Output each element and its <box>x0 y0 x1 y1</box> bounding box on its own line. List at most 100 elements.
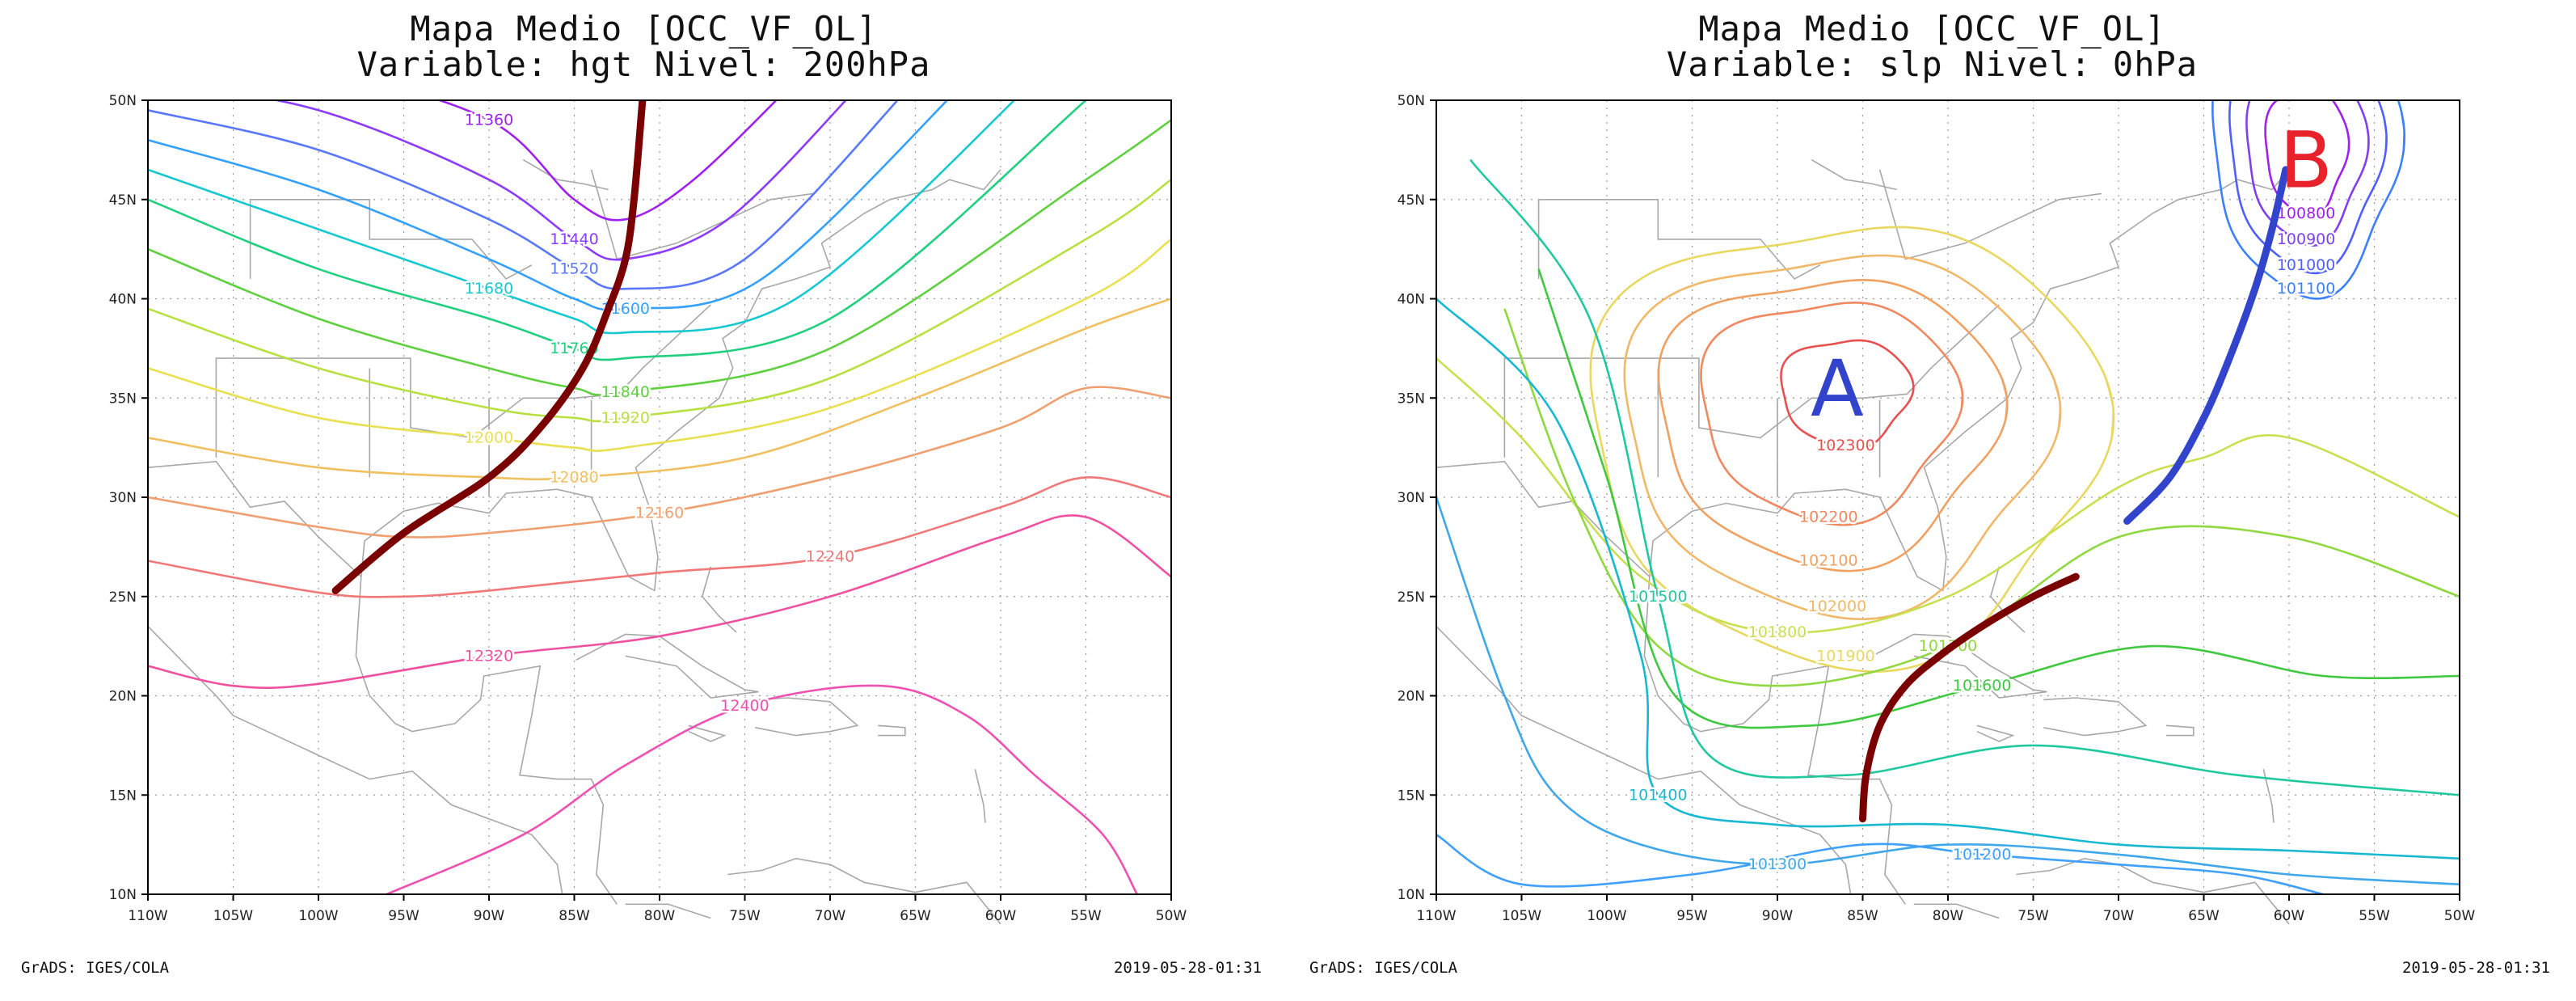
y-tick-label: 50N <box>1398 93 1425 109</box>
contour-12240 <box>148 476 1171 598</box>
y-tick-label: 10N <box>1398 887 1425 903</box>
contour-label-101800: 101800 <box>1748 623 1807 641</box>
footer-software: GrADS: IGES/COLA <box>21 959 170 977</box>
contour-101800 <box>1436 357 2460 634</box>
contour-100800 <box>2264 100 2350 219</box>
y-tick-label: 25N <box>109 589 137 606</box>
contour-lines <box>148 100 1171 894</box>
grid-lines <box>148 100 1171 894</box>
y-tick-label: 10N <box>109 887 137 903</box>
contour-label-102200: 102200 <box>1799 509 1858 526</box>
map-subtitle: Variable: slp Nivel: 0hPa <box>1666 44 2199 84</box>
contour-label-101600: 101600 <box>1953 677 2012 695</box>
coastlines <box>147 158 1001 925</box>
contour-12000 <box>148 238 1171 453</box>
x-tick-label: 65W <box>2188 908 2220 924</box>
contour-label-11440: 11440 <box>550 230 598 248</box>
y-tick-label: 20N <box>109 689 137 705</box>
axis-ticks: 110W 105W 100W 95W 90W 85W 80W 75W 70W 65W 60W 55W 5… <box>109 93 1187 924</box>
x-tick-label: 100W <box>298 908 338 924</box>
contour-labels: 1023001022001021001020001019001018001017… <box>1627 202 2338 875</box>
y-tick-label: 35N <box>1398 391 1425 407</box>
contour-11600 <box>148 100 949 311</box>
coastline <box>701 566 737 633</box>
contour-label-102300: 102300 <box>1816 437 1875 454</box>
contour-label-100900: 100900 <box>2277 230 2336 248</box>
contour-101000 <box>2228 100 2388 275</box>
x-tick-label: 50W <box>2444 908 2476 924</box>
y-tick-label: 15N <box>109 788 137 804</box>
coastline <box>249 199 533 280</box>
map-panel-hgt-200hpa: Mapa Medio [OCC_VF_OL] Variable: hgt Niv… <box>21 11 1262 978</box>
contour-label-101200: 101200 <box>1953 846 2012 864</box>
contour-101900 <box>1589 226 2115 673</box>
contour-label-101900: 101900 <box>1816 647 1875 665</box>
coastline <box>1436 169 2290 592</box>
contour-label-101300: 101300 <box>1748 855 1807 873</box>
contour-102100 <box>1657 279 2009 572</box>
x-tick-label: 110W <box>128 908 167 924</box>
contour-label-101000: 101000 <box>2277 256 2336 274</box>
coastline <box>147 626 563 895</box>
coastlines <box>1436 158 2290 925</box>
y-tick-label: 15N <box>1398 788 1425 804</box>
y-tick-label: 50N <box>109 93 137 109</box>
x-tick-label: 90W <box>1762 908 1794 924</box>
coastline <box>755 697 859 737</box>
x-tick-label: 80W <box>1933 908 1964 924</box>
y-tick-label: 30N <box>1398 490 1425 506</box>
coastline <box>1537 199 1821 280</box>
x-tick-label: 105W <box>1502 908 1541 924</box>
coastline <box>522 158 609 191</box>
map-title: Mapa Medio [OCC_VF_OL] <box>1698 9 2166 49</box>
contour-102000 <box>1623 254 2062 621</box>
contour-label-11520: 11520 <box>550 260 598 278</box>
x-tick-label: 55W <box>1070 908 1102 924</box>
axis-ticks: 110W 105W 100W 95W 90W 85W 80W 75W 70W 65W 60W 55W 5… <box>1398 93 2476 924</box>
coastline <box>2043 697 2148 737</box>
contour-12400 <box>386 684 1138 894</box>
axis-lines <box>1859 166 2290 823</box>
coastline <box>590 169 814 260</box>
x-tick-label: 95W <box>388 908 419 924</box>
coastline <box>147 169 1001 592</box>
contour-label-11840: 11840 <box>601 383 650 401</box>
contour-100900 <box>2245 100 2370 247</box>
grid-lines <box>1436 100 2460 894</box>
contour-label-12000: 12000 <box>465 429 513 446</box>
contour-map-hgt: 1136011440115201160011680117601184011920… <box>109 93 1187 925</box>
contour-11760 <box>148 100 1087 361</box>
x-tick-label: 85W <box>559 908 590 924</box>
coastline <box>1811 158 1897 191</box>
x-tick-label: 60W <box>2274 908 2305 924</box>
coastline <box>727 857 1001 925</box>
coastline <box>2016 857 2290 925</box>
x-tick-label: 90W <box>474 908 505 924</box>
footer-timestamp: 2019-05-28-01:31 <box>1113 959 1262 977</box>
x-tick-label: 55W <box>2359 908 2390 924</box>
contour-12320 <box>148 514 1171 690</box>
contour-label-12400: 12400 <box>720 697 769 715</box>
y-tick-label: 45N <box>109 192 137 209</box>
contour-label-11680: 11680 <box>465 280 513 298</box>
y-tick-label: 35N <box>109 391 137 407</box>
contour-101200 <box>1436 834 2324 894</box>
coastline <box>878 724 906 737</box>
contour-map-slp: 1023001022001021001020001019001018001017… <box>1398 93 2476 925</box>
low-pressure-label: B <box>2279 116 2333 206</box>
contour-101400 <box>1436 298 2460 860</box>
y-tick-label: 40N <box>109 292 137 308</box>
y-tick-label: 40N <box>1398 292 1425 308</box>
x-tick-label: 50W <box>1156 908 1187 924</box>
contour-11360 <box>436 100 778 222</box>
axis-lines <box>331 100 647 594</box>
map-panel-slp: Mapa Medio [OCC_VF_OL] Variable: slp Niv… <box>1288 0 2576 1001</box>
coastline <box>2262 769 2275 823</box>
contour-labels: 1136011440115201160011680117601184011920… <box>462 109 856 716</box>
coastline <box>625 903 711 919</box>
x-tick-label: 85W <box>1847 908 1878 924</box>
y-tick-label: 30N <box>109 490 137 506</box>
contour-lines <box>1436 100 2460 894</box>
contour-101300 <box>1436 496 2460 885</box>
y-tick-label: 25N <box>1398 589 1425 606</box>
